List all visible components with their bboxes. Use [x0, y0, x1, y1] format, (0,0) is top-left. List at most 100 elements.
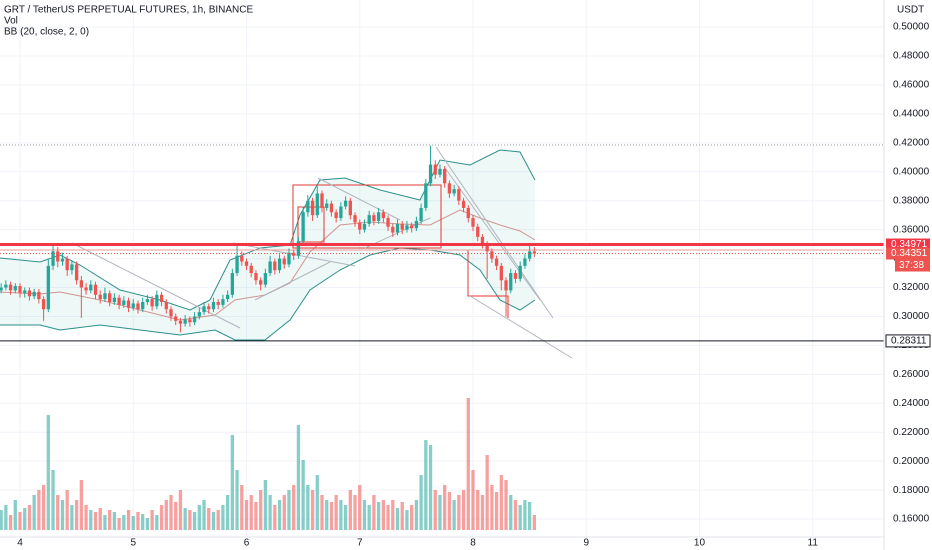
price-label-box: [885, 334, 931, 348]
volume-bar: [509, 495, 513, 530]
volume-bar: [221, 505, 225, 530]
volume-bar: [400, 502, 404, 530]
y-tick-label: 0.16000: [893, 514, 930, 525]
bb-basis: [0, 209, 536, 321]
volume-bar: [150, 510, 154, 530]
volume-bar: [126, 510, 131, 530]
volume-bar: [320, 495, 324, 530]
volume-bar: [240, 485, 244, 530]
candle-body: [282, 258, 286, 265]
rectangle: [292, 184, 442, 249]
x-tick-label: 4: [17, 538, 23, 549]
price-axis: 0.16000 0.18000 0.20000 0.22000 0.24000 0.260…: [17, 22, 931, 549]
candle-body: [216, 301, 220, 305]
volume-bar: [329, 502, 334, 530]
volume-bar: [490, 485, 494, 530]
candle-body: [306, 200, 310, 213]
candle-body: [405, 225, 409, 230]
candle-body: [292, 252, 296, 256]
grid: [0, 0, 884, 537]
volume-bar: [471, 470, 475, 530]
candle-body: [485, 244, 489, 252]
volume-bar: [395, 508, 400, 530]
candle-body: [532, 251, 536, 254]
trend-line: [469, 295, 573, 359]
bb-lower: [0, 247, 536, 341]
volume-bar: [8, 515, 13, 530]
candle-body: [358, 222, 362, 230]
x-tick-label: 8: [470, 538, 476, 549]
candle-body: [37, 291, 41, 300]
candle-body: [509, 273, 513, 291]
volume-bar: [348, 490, 352, 530]
price-label: 0.28311: [891, 336, 927, 347]
volume-bar: [169, 495, 173, 530]
volume-bar: [98, 508, 102, 530]
volume-bar: [381, 500, 385, 530]
volume-bar: [376, 502, 381, 530]
volume-bar: [296, 425, 301, 530]
volume-bar: [358, 485, 362, 530]
volume-bar: [353, 495, 357, 530]
candle-body: [240, 255, 244, 262]
candle-body: [527, 251, 532, 259]
candle-body: [150, 299, 154, 307]
candle-body: [466, 207, 470, 219]
countdown: 37:38: [899, 260, 924, 271]
volume-bar: [0, 510, 3, 530]
x-tick-label: 11: [808, 538, 819, 549]
candle-body: [60, 258, 65, 262]
volume-bar: [84, 505, 88, 530]
volume-bar: [136, 512, 140, 530]
candle-body: [79, 280, 84, 288]
candle-body: [471, 218, 475, 227]
candle-body: [112, 297, 117, 302]
candle-body: [310, 200, 315, 216]
candle-body: [249, 265, 253, 274]
volume-bar: [249, 495, 253, 530]
candle-body: [339, 206, 343, 219]
price-lines: [0, 243, 884, 342]
candle-body: [117, 297, 121, 305]
candle-body: [513, 273, 518, 279]
volume-bar: [32, 495, 36, 530]
candle-body: [8, 284, 13, 291]
volume-bar: [263, 480, 268, 530]
candle-body: [395, 223, 400, 233]
y-tick-label: 0.26000: [893, 369, 930, 380]
volume-bar: [131, 516, 135, 530]
volume-bar: [523, 500, 527, 530]
volume-bar: [292, 485, 296, 530]
volume-bar: [183, 508, 187, 530]
volume-bar: [202, 500, 206, 530]
candle-body: [145, 299, 150, 302]
volume-bar: [103, 515, 107, 530]
candle-body: [315, 193, 319, 216]
volume-bar: [273, 505, 277, 530]
candle-body: [93, 284, 98, 295]
y-tick-label: 0.24000: [893, 398, 930, 409]
candle-body: [386, 218, 390, 227]
candle-body: [490, 251, 494, 259]
candle-body: [499, 265, 503, 281]
candle-body: [424, 183, 428, 208]
chart-title: GRT / TetherUS PERPETUAL FUTURES, 1h, BI…: [4, 5, 253, 16]
volume-bar: [79, 480, 84, 530]
candle-body: [362, 223, 367, 230]
x-tick-label: 6: [244, 538, 250, 549]
volume-bar: [37, 490, 41, 530]
volume-bar: [74, 500, 79, 530]
candle-body: [136, 303, 140, 310]
y-tick-label: 0.30000: [893, 311, 930, 322]
y-tick-label: 0.44000: [893, 109, 930, 120]
candle-body: [221, 299, 225, 305]
candle-body: [376, 212, 381, 221]
volume-pane: [0, 398, 536, 530]
volume-bar: [499, 475, 503, 530]
candle-body: [164, 301, 168, 310]
volume-bar: [235, 470, 239, 530]
volume-bar: [268, 495, 272, 530]
candle-body: [268, 261, 272, 274]
candle-body: [122, 300, 126, 305]
